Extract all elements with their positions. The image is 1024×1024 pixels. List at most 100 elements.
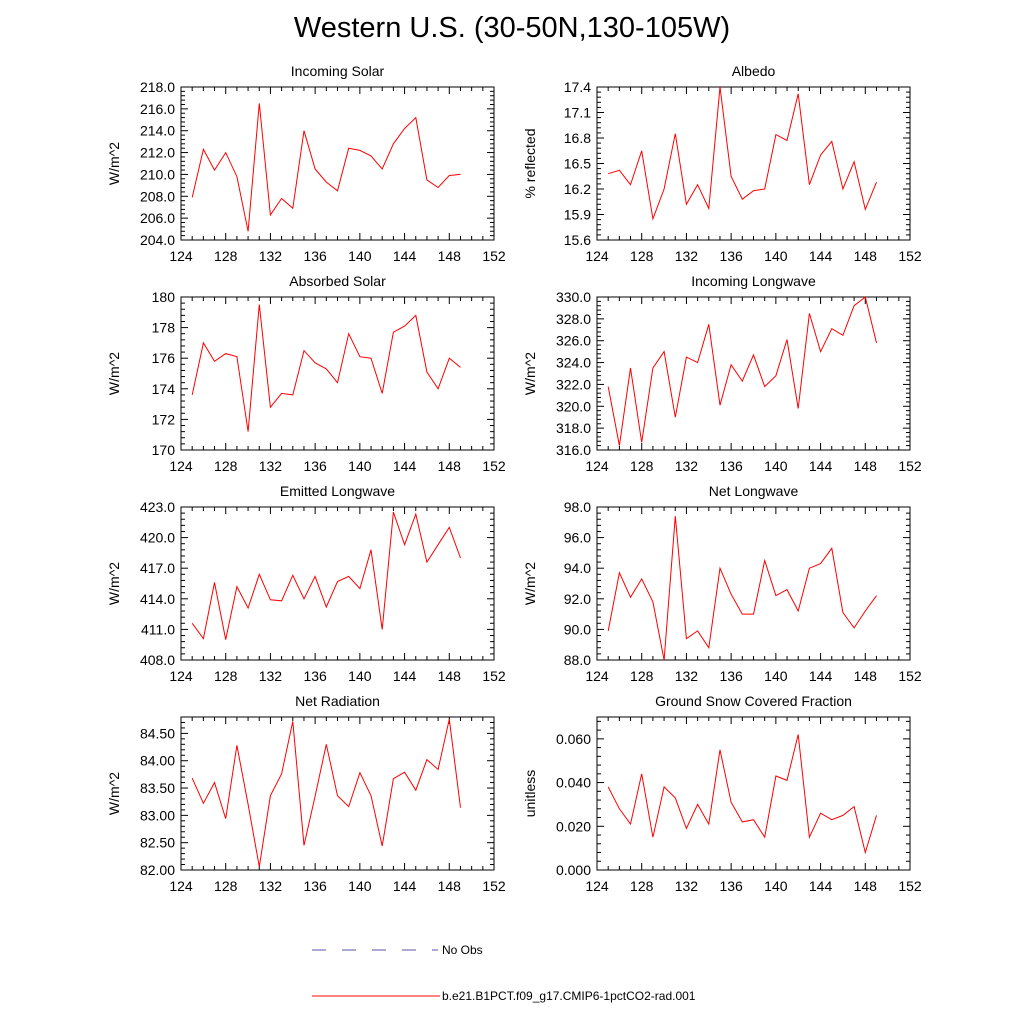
y-axis-label: W/m^2 (106, 352, 122, 395)
x-tick-label: 132 (675, 458, 699, 474)
y-tick-label: 83.50 (140, 780, 175, 796)
y-tick-label: 414.0 (140, 591, 175, 607)
y-axis-label: W/m^2 (522, 352, 538, 395)
y-tick-label: 328.0 (556, 311, 591, 327)
model-legend-line (312, 995, 440, 997)
y-tick-label: 420.0 (140, 530, 175, 546)
y-tick-label: 96.0 (564, 530, 591, 546)
y-tick-label: 178 (152, 320, 176, 336)
x-tick-label: 148 (438, 248, 462, 264)
x-tick-label: 124 (585, 668, 609, 684)
x-tick-label: 140 (764, 458, 788, 474)
plot-frame (180, 296, 495, 451)
series-line (191, 511, 461, 640)
y-tick-label: 408.0 (140, 652, 175, 668)
y-tick-label: 172 (152, 411, 176, 427)
y-tick-label: 316.0 (556, 442, 591, 458)
y-axis-label: % reflected (522, 128, 538, 198)
y-tick-label: 88.0 (564, 652, 591, 668)
x-tick-label: 152 (898, 248, 922, 264)
y-tick-label: 174 (152, 381, 176, 397)
y-tick-label: 176 (152, 350, 176, 366)
panel-title: Absorbed Solar (289, 273, 386, 289)
y-tick-label: 84.50 (140, 725, 175, 741)
y-tick-label: 82.00 (140, 862, 175, 878)
y-tick-label: 92.0 (564, 591, 591, 607)
plot-frame (596, 716, 911, 871)
x-tick-label: 152 (482, 878, 506, 894)
x-tick-label: 152 (482, 668, 506, 684)
panel-5: 124 128 132 136 140 144 148 152 408.0 411.0 414.0 4… (106, 483, 506, 684)
x-tick-label: 124 (585, 878, 609, 894)
x-tick-label: 132 (259, 668, 283, 684)
panel-3: 124 128 132 136 140 144 148 152 170 172 174 176 178 1… (106, 273, 506, 474)
x-tick-label: 152 (898, 668, 922, 684)
x-tick-label: 136 (303, 248, 327, 264)
x-tick-label: 144 (393, 878, 417, 894)
x-tick-label: 144 (809, 248, 833, 264)
y-tick-label: 208.0 (140, 188, 175, 204)
y-tick-label: 17.1 (564, 105, 591, 121)
y-tick-label: 0.040 (556, 775, 591, 791)
panel-2: 124 128 132 136 140 144 148 152 15.6 15.9 16.2 16.5… (522, 63, 922, 264)
x-tick-label: 124 (169, 458, 193, 474)
obs-legend-label: No Obs (442, 943, 483, 957)
y-tick-label: 318.0 (556, 420, 591, 436)
legend-obs: No Obs (312, 940, 512, 960)
y-axis-label: unitless (522, 770, 538, 817)
y-axis-label: W/m^2 (522, 562, 538, 605)
model-legend-label: b.e21.B1PCT.f09_g17.CMIP6-1pctCO2-rad.00… (442, 989, 696, 1003)
y-tick-label: 16.8 (564, 130, 591, 146)
series-line (607, 734, 877, 855)
y-tick-label: 0.060 (556, 731, 591, 747)
y-tick-label: 180 (152, 289, 176, 305)
panel-8: 124 128 132 136 140 144 148 152 0.000 0.020 0.040 0… (522, 693, 922, 894)
panel-4: 124 128 132 136 140 144 148 152 316.0 318.0 320.0 3… (522, 273, 922, 474)
page-title: Western U.S. (30-50N,130-105W) (293, 12, 731, 44)
panel-title: Ground Snow Covered Fraction (655, 693, 852, 709)
plot-frame (180, 506, 495, 661)
x-tick-label: 136 (303, 458, 327, 474)
y-axis-label: W/m^2 (106, 772, 122, 815)
y-tick-label: 0.020 (556, 818, 591, 834)
y-tick-label: 98.0 (564, 499, 591, 515)
series-line (191, 304, 461, 432)
y-tick-label: 0.000 (556, 862, 591, 878)
x-tick-label: 128 (214, 668, 238, 684)
y-tick-label: 82.50 (140, 835, 175, 851)
x-tick-label: 152 (898, 458, 922, 474)
x-tick-label: 140 (348, 668, 372, 684)
x-tick-label: 124 (169, 248, 193, 264)
y-tick-label: 170 (152, 442, 176, 458)
x-tick-label: 136 (719, 458, 743, 474)
x-tick-label: 148 (854, 248, 878, 264)
y-tick-label: 417.0 (140, 560, 175, 576)
x-tick-label: 136 (719, 668, 743, 684)
y-tick-label: 83.00 (140, 807, 175, 823)
x-tick-label: 128 (630, 878, 654, 894)
x-tick-label: 148 (438, 878, 462, 894)
y-axis-label: W/m^2 (106, 562, 122, 605)
x-tick-label: 144 (809, 878, 833, 894)
x-tick-label: 132 (675, 668, 699, 684)
series-line (607, 516, 877, 661)
x-tick-label: 128 (630, 458, 654, 474)
legend-model: b.e21.B1PCT.f09_g17.CMIP6-1pctCO2-rad.00… (312, 986, 732, 1006)
plot-frame (180, 86, 495, 241)
x-tick-label: 140 (348, 248, 372, 264)
y-tick-label: 411.0 (141, 621, 175, 637)
y-tick-label: 218.0 (140, 79, 175, 95)
y-tick-label: 210.0 (140, 166, 175, 182)
x-tick-label: 140 (348, 878, 372, 894)
x-tick-label: 152 (482, 248, 506, 264)
panel-title: Albedo (732, 63, 776, 79)
x-tick-label: 128 (214, 248, 238, 264)
x-tick-label: 128 (214, 458, 238, 474)
x-tick-label: 148 (438, 668, 462, 684)
x-tick-label: 128 (214, 878, 238, 894)
x-tick-label: 148 (854, 668, 878, 684)
x-tick-label: 124 (169, 878, 193, 894)
series-line (608, 86, 877, 221)
x-tick-label: 144 (393, 248, 417, 264)
y-tick-label: 320.0 (556, 398, 591, 414)
